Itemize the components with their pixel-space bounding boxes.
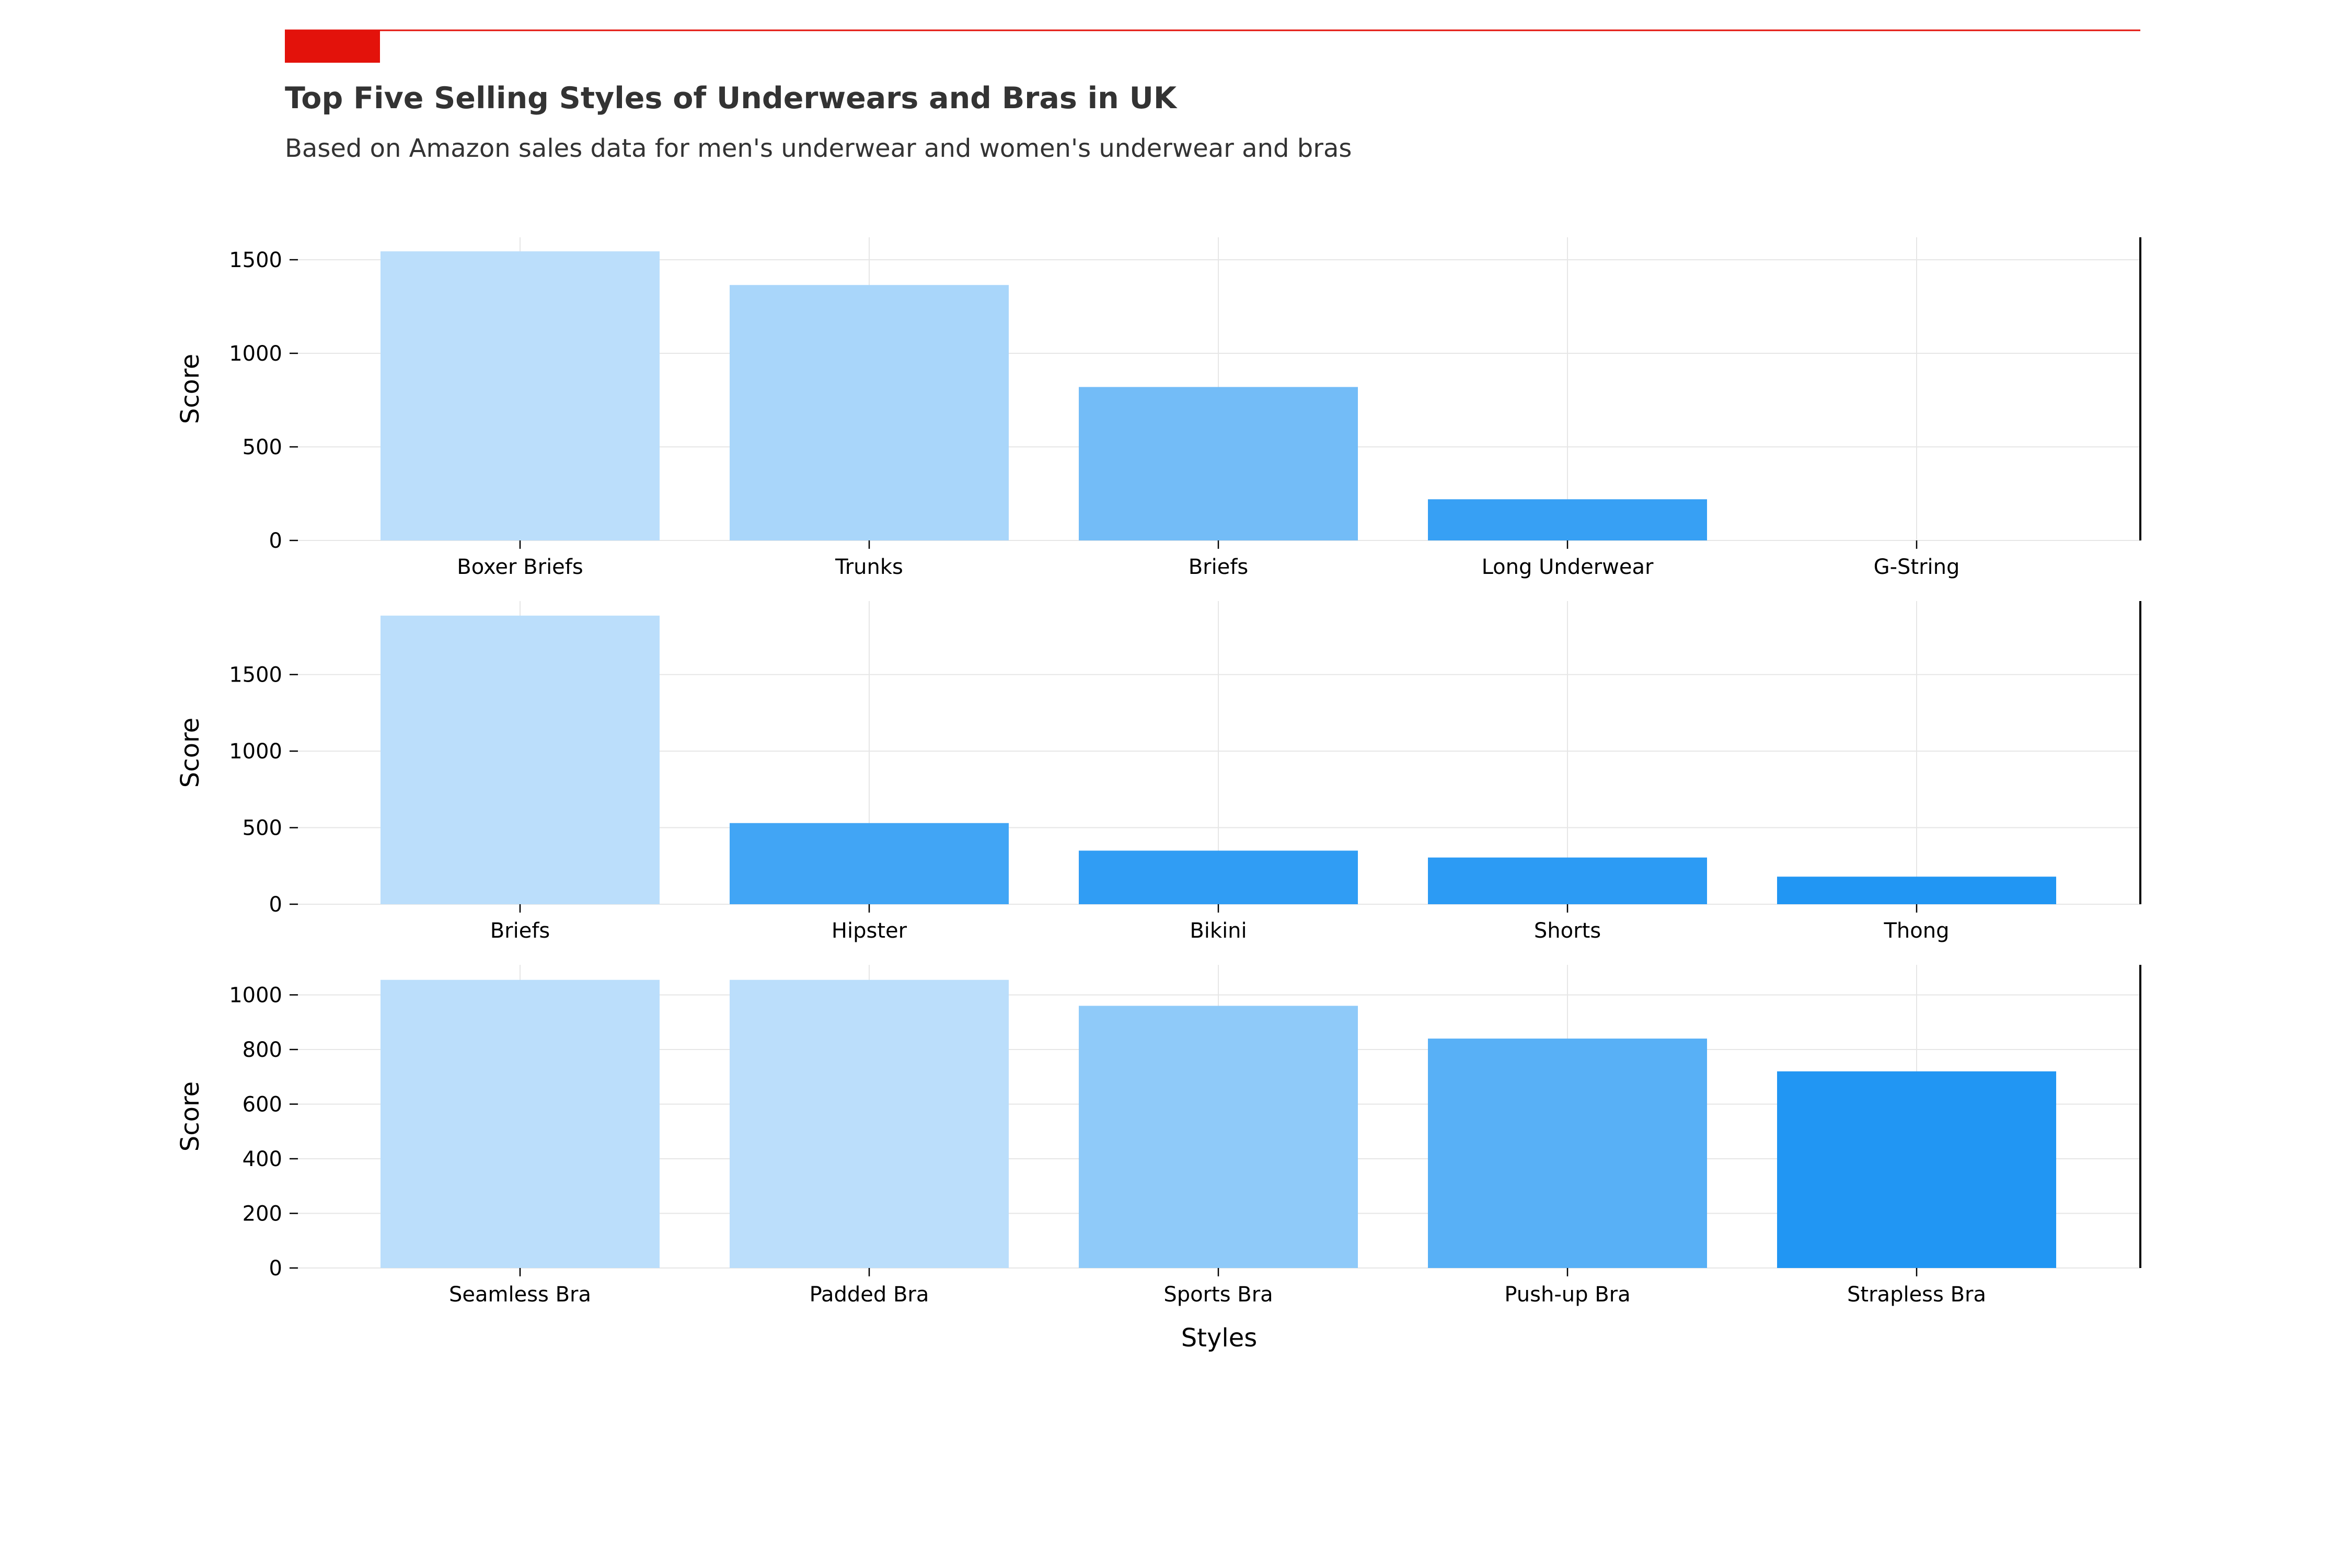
y-tick-label: 0 xyxy=(269,1256,282,1281)
bar-push-up-bra xyxy=(1428,1039,1707,1268)
x-tick-label: Sports Bra xyxy=(1163,1283,1273,1307)
bar-padded-bra xyxy=(730,979,1009,1268)
x-tick-label: Trunks xyxy=(835,555,903,579)
y-tick-label: 0 xyxy=(269,893,282,917)
bar-thong xyxy=(1777,877,2056,904)
x-tick-label: Seamless Bra xyxy=(449,1283,591,1307)
y-tick-label: 1500 xyxy=(229,248,282,272)
x-tick-label: G-String xyxy=(1874,555,1960,579)
x-tick-label: Hipster xyxy=(832,919,907,943)
bar-briefs xyxy=(381,615,660,904)
y-tick-label: 500 xyxy=(243,435,282,459)
x-tick-label: Boxer Briefs xyxy=(457,555,583,579)
x-tick-label: Thong xyxy=(1884,919,1950,943)
bar-seamless-bra xyxy=(381,979,660,1268)
bar-boxer-briefs xyxy=(381,251,660,541)
x-tick-label: Bikini xyxy=(1190,919,1247,943)
y-tick-label: 500 xyxy=(243,816,282,840)
y-tick-label: 800 xyxy=(243,1038,282,1062)
chart-panel-2: 0 500 1000 1500 Briefs Hipster Bikini Shorts Tho… xyxy=(176,601,2141,943)
y-tick-label: 400 xyxy=(243,1147,282,1171)
x-tick-label: Long Underwear xyxy=(1482,555,1654,579)
bar-briefs xyxy=(1079,387,1358,540)
x-tick-label: Strapless Bra xyxy=(1847,1283,1986,1307)
chart-title: Top Five Selling Styles of Underwears an… xyxy=(285,81,1178,116)
y-tick-label: 1000 xyxy=(229,983,282,1007)
chart-panels: 0 500 1000 1500 Boxer Briefs Trunks Briefs Long… xyxy=(176,237,2141,1353)
y-axis-label: Score xyxy=(176,1081,205,1151)
x-tick-label: Push-up Bra xyxy=(1504,1283,1630,1307)
chart-panel-1: 0 500 1000 1500 Boxer Briefs Trunks Briefs Long… xyxy=(176,237,2141,579)
bar-bikini xyxy=(1079,850,1358,904)
y-tick-label: 600 xyxy=(243,1092,282,1116)
bar-shorts xyxy=(1428,857,1707,904)
bar-trunks xyxy=(730,285,1009,540)
x-tick-label: Briefs xyxy=(1189,555,1249,579)
chart-subtitle: Based on Amazon sales data for men's und… xyxy=(285,134,1352,163)
x-tick-label: Shorts xyxy=(1534,919,1601,943)
y-axis-label: Score xyxy=(176,718,205,788)
bar-hipster xyxy=(730,823,1009,904)
y-tick-label: 200 xyxy=(243,1202,282,1226)
bar-sports-bra xyxy=(1079,1006,1358,1268)
chart-panel-3: 0 200 400 600 800 1000 Seamless Bra Padded Bra S… xyxy=(176,965,2141,1353)
bar-strapless-bra xyxy=(1777,1071,2056,1268)
header-accent-block xyxy=(285,30,380,63)
y-tick-label: 1000 xyxy=(229,740,282,764)
y-tick-label: 1000 xyxy=(229,342,282,366)
x-tick-label: Briefs xyxy=(490,919,550,943)
y-axis-label: Score xyxy=(176,354,205,424)
x-axis-label: Styles xyxy=(1181,1323,1258,1353)
y-tick-label: 0 xyxy=(269,529,282,553)
x-tick-label: Padded Bra xyxy=(810,1283,929,1307)
y-tick-label: 1500 xyxy=(229,663,282,687)
bar-long-underwear xyxy=(1428,499,1707,540)
